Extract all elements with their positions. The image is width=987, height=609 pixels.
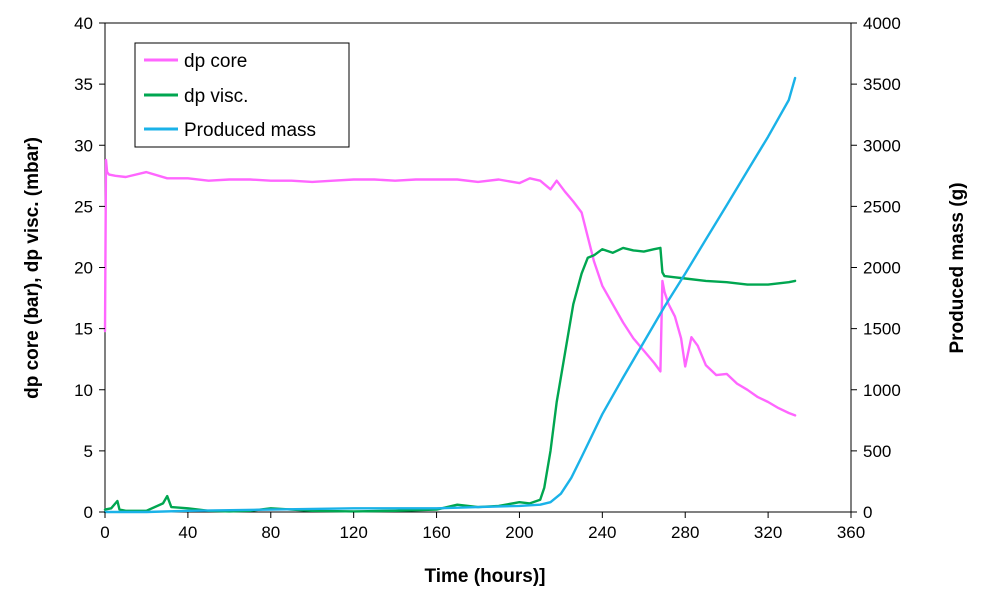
x-tick-label: 280 xyxy=(671,523,699,542)
left-y-tick-label: 10 xyxy=(74,381,93,400)
x-axis-title: Time (hours)] xyxy=(424,566,545,587)
x-tick-label: 120 xyxy=(339,523,367,542)
x-axis: 0 40 80 120 160 200 240 280 320 360 xyxy=(100,512,865,542)
right-y-tick-label: 3000 xyxy=(863,136,901,155)
right-y-tick-label: 1500 xyxy=(863,320,901,339)
legend-label-dp-visc: dp visc. xyxy=(184,86,248,107)
series-layer xyxy=(103,76,797,514)
right-y-tick-label: 1000 xyxy=(863,381,901,400)
left-y-axis-title: dp core (bar), dp visc. (mbar) xyxy=(22,137,43,399)
x-tick-label: 0 xyxy=(100,523,109,542)
right-y-tick-label: 0 xyxy=(863,503,872,522)
x-tick-label: 240 xyxy=(588,523,616,542)
left-y-tick-label: 5 xyxy=(84,442,93,461)
left-y-tick-label: 35 xyxy=(74,75,93,94)
right-y-tick-label: 500 xyxy=(863,442,891,461)
left-y-tick-label: 15 xyxy=(74,320,93,339)
series-line-dp-visc xyxy=(103,246,797,513)
series-line-produced-mass xyxy=(103,76,797,514)
x-tick-label: 360 xyxy=(837,523,865,542)
right-y-axis-title: Produced mass (g) xyxy=(947,182,968,353)
x-tick-label: 320 xyxy=(754,523,782,542)
right-y-tick-label: 2500 xyxy=(863,197,901,216)
left-y-axis: 0 5 10 15 20 25 30 35 40 xyxy=(74,14,105,522)
right-y-tick-label: 4000 xyxy=(863,14,901,33)
left-y-tick-label: 25 xyxy=(74,197,93,216)
right-y-axis: 0 500 1000 1500 2000 2500 3000 3500 4000 xyxy=(851,14,901,522)
legend-label-dp-core: dp core xyxy=(184,51,247,72)
x-tick-label: 40 xyxy=(178,523,197,542)
right-y-tick-label: 2000 xyxy=(863,259,901,278)
legend: dp core dp visc. Produced mass xyxy=(134,42,350,148)
x-tick-label: 80 xyxy=(261,523,280,542)
left-y-tick-label: 40 xyxy=(74,14,93,33)
left-y-tick-label: 20 xyxy=(74,259,93,278)
x-tick-label: 200 xyxy=(505,523,533,542)
left-y-tick-label: 0 xyxy=(84,503,93,522)
left-y-tick-label: 30 xyxy=(74,136,93,155)
legend-label-produced-mass: Produced mass xyxy=(184,120,316,141)
series-line-dp-core xyxy=(103,158,797,417)
x-tick-label: 160 xyxy=(422,523,450,542)
right-y-tick-label: 3500 xyxy=(863,75,901,94)
